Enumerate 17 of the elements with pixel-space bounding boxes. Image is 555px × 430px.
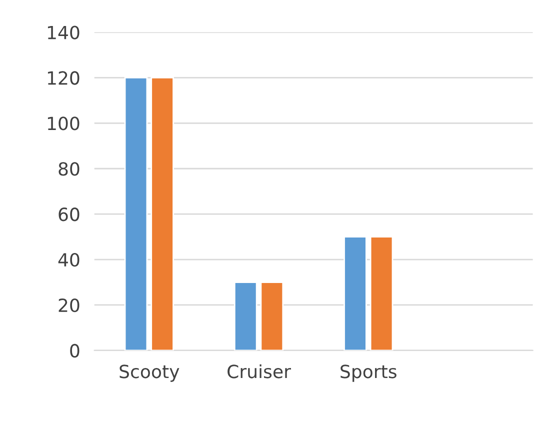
bar: [150, 77, 174, 350]
bar: [124, 77, 148, 350]
x-tick-label: Scooty: [120, 364, 180, 382]
bar: [344, 236, 367, 350]
x-tick-label: Cruiser: [228, 364, 291, 378]
y-tick-label: 80: [58, 162, 80, 176]
bar: [260, 282, 284, 350]
y-tick-label: 20: [58, 298, 80, 312]
y-tick-label: 120: [48, 71, 80, 85]
y-tick-label: 0: [70, 344, 80, 358]
y-tick-label: 60: [58, 208, 80, 222]
y-tick-label: 140: [48, 26, 80, 40]
bar: [370, 236, 394, 350]
x-tick-label: Sports: [340, 364, 396, 382]
y-tick-label: 100: [48, 116, 80, 130]
y-tick-label: 40: [58, 252, 80, 267]
bar: [234, 282, 258, 350]
